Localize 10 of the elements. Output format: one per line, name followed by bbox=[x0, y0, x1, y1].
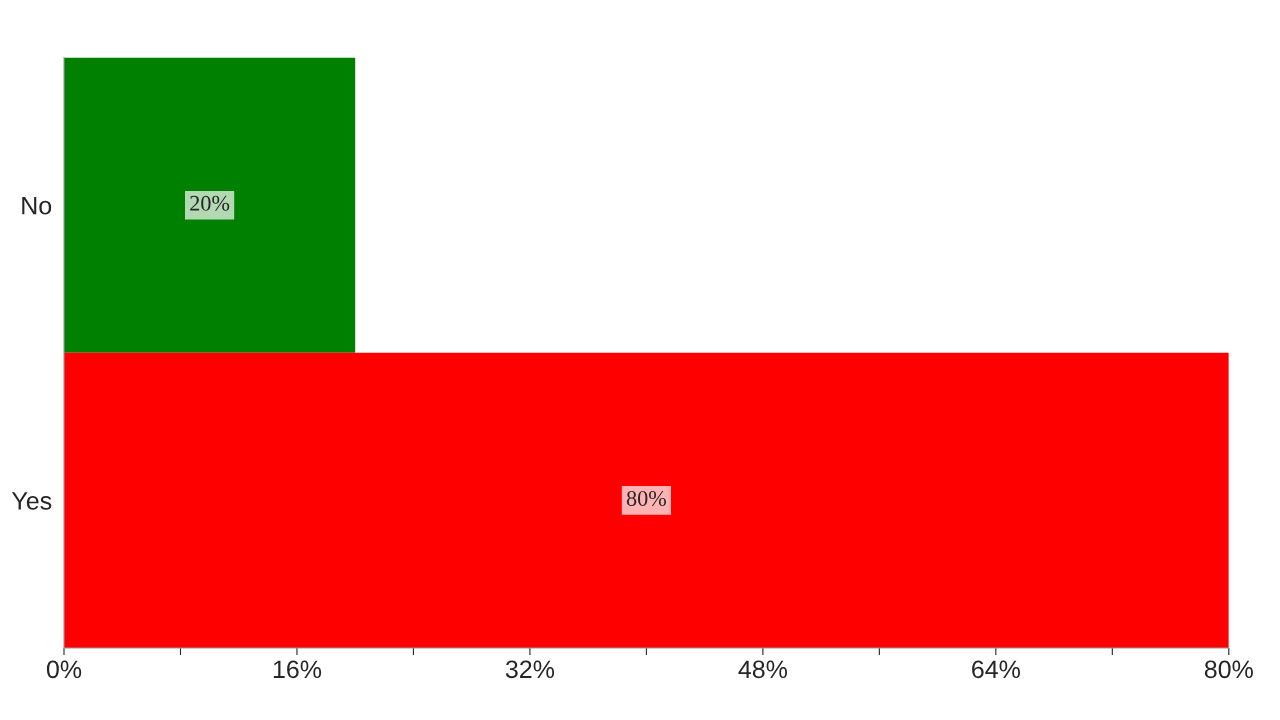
x-tick-label: 0% bbox=[46, 660, 82, 679]
y-tick-label: Yes bbox=[11, 492, 52, 510]
x-tick-label: 32% bbox=[505, 660, 555, 679]
data-label: 80% bbox=[626, 490, 667, 507]
x-tick-label: 64% bbox=[972, 660, 1020, 679]
data-label: 20% bbox=[190, 195, 230, 211]
x-tick-label: 80% bbox=[1204, 660, 1253, 679]
y-tick-label: No bbox=[22, 197, 52, 215]
x-tick-label: 16% bbox=[273, 660, 322, 679]
x-tick-label: 48% bbox=[738, 660, 788, 679]
